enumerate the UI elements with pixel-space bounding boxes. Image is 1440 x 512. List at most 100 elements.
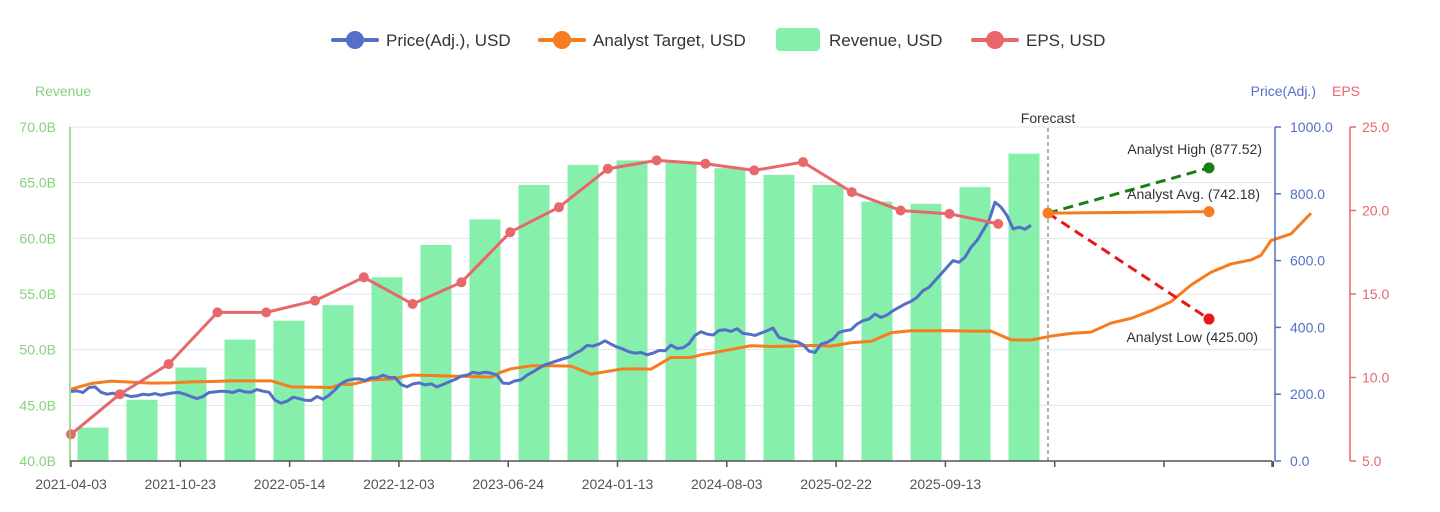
legend-marker (346, 31, 364, 49)
revenue-bar (371, 277, 403, 461)
eps-point (163, 359, 174, 370)
eps-point (846, 187, 857, 198)
eps-point (798, 157, 808, 168)
price-tick-label: 400.0 (1290, 319, 1325, 335)
left-tick-label: 40.0B (19, 453, 56, 469)
price-tick-label: 0.0 (1290, 453, 1310, 469)
left-axis-title: Revenue (35, 83, 91, 99)
x-tick-label: 2023-06-24 (472, 476, 544, 492)
eps-point (114, 389, 125, 400)
left-tick-label: 60.0B (19, 230, 56, 246)
revenue-bar (665, 161, 697, 461)
eps-point (407, 299, 418, 310)
price-line (70, 200, 1032, 405)
left-tick-label: 45.0B (19, 397, 56, 413)
analyst-high-line (1047, 166, 1210, 215)
eps-tick-label: 5.0 (1362, 453, 1382, 469)
eps-line (70, 158, 999, 436)
analyst-low-line (1047, 211, 1210, 321)
eps-axis-title: EPS (1332, 83, 1360, 99)
left-tick-label: 65.0B (19, 175, 56, 191)
eps-point (602, 163, 613, 174)
eps-point (554, 202, 564, 213)
legend-label: Price(Adj.), USD (386, 31, 511, 50)
forecast-start-point (1042, 207, 1054, 219)
eps-point (700, 158, 711, 169)
x-tick-label: 2022-05-14 (254, 476, 326, 492)
eps-tick-label: 15.0 (1362, 286, 1389, 302)
price-tick-label: 200.0 (1290, 386, 1325, 402)
eps-point (505, 227, 516, 238)
eps-point (749, 165, 760, 176)
price-axis-title: Price(Adj.) (1251, 83, 1316, 99)
revenue-bar (616, 160, 648, 461)
eps-point (212, 307, 223, 318)
revenue-bars (77, 153, 1040, 462)
eps-point (456, 277, 467, 288)
eps-tick-label: 10.0 (1362, 370, 1389, 386)
legend-item-1[interactable]: Analyst Target, USD (538, 31, 746, 50)
series-lines (66, 155, 1313, 440)
revenue-bar (959, 187, 991, 461)
legend-label: EPS, USD (1026, 31, 1105, 50)
eps-point (358, 272, 369, 283)
left-tick-label: 55.0B (19, 286, 56, 302)
x-tick-label: 2024-01-13 (582, 476, 654, 492)
x-tick-label: 2022-12-03 (363, 476, 435, 492)
revenue-bar (273, 320, 305, 461)
eps-point (66, 429, 76, 440)
analyst-target-line (70, 212, 1313, 391)
x-tick-label: 2021-04-03 (35, 476, 107, 492)
revenue-bar (763, 174, 795, 461)
x-tick-label: 2025-02-22 (800, 476, 872, 492)
revenue-bar (469, 219, 501, 461)
revenue-bar (420, 245, 452, 461)
revenue-bar (224, 339, 256, 461)
axis-titles: Revenue Price(Adj.) EPS (35, 83, 1360, 99)
eps-point (993, 218, 1004, 229)
legend-item-3[interactable]: EPS, USD (971, 31, 1105, 50)
legend-marker (986, 31, 1004, 49)
revenue-bar (126, 399, 158, 461)
eps-point (895, 205, 906, 216)
legend-label: Revenue, USD (829, 31, 942, 50)
forecast-label: Forecast (1021, 110, 1076, 126)
legend-item-0[interactable]: Price(Adj.), USD (331, 31, 511, 50)
analyst-avg-label: Analyst Avg. (742.18) (1127, 186, 1260, 202)
legend-label: Analyst Target, USD (593, 31, 746, 50)
analyst-high-point (1203, 162, 1215, 174)
x-tick-label: 2024-08-03 (691, 476, 763, 492)
axes: 40.0B 45.0B 50.0B 55.0B 60.0B 65.0B 70.0B 0.0 20… (19, 119, 1389, 492)
analyst-avg-point (1203, 206, 1215, 218)
legend-item-2[interactable]: Revenue, USD (776, 28, 942, 51)
price-tick-label: 1000.0 (1290, 119, 1333, 135)
analyst-low-label: Analyst Low (425.00) (1126, 329, 1258, 345)
x-tick-label: 2025-09-13 (910, 476, 982, 492)
legend[interactable]: Price(Adj.), USD Analyst Target, USD Reven… (331, 28, 1105, 51)
price-tick-label: 800.0 (1290, 186, 1325, 202)
legend-marker (553, 31, 571, 49)
eps-tick-label: 20.0 (1362, 203, 1389, 219)
revenue-bar (77, 427, 109, 461)
revenue-bar (1008, 153, 1040, 461)
forecast-region: Forecast Analyst High (877.52) Analyst Avg… (1021, 110, 1262, 461)
x-tick-label: 2021-10-23 (144, 476, 216, 492)
revenue-bar (518, 184, 550, 462)
eps-point (651, 155, 662, 166)
revenue-bar (910, 203, 942, 461)
revenue-bar (567, 164, 599, 461)
revenue-bar (861, 201, 893, 462)
analyst-low-point (1203, 313, 1215, 325)
left-tick-label: 50.0B (19, 342, 56, 358)
price-tick-label: 600.0 (1290, 253, 1325, 269)
revenue-bar (714, 168, 746, 461)
eps-point (310, 295, 320, 306)
eps-point (261, 307, 272, 318)
eps-tick-label: 25.0 (1362, 119, 1389, 135)
left-tick-label: 70.0B (19, 119, 56, 135)
revenue-bar (812, 184, 844, 462)
analyst-high-label: Analyst High (877.52) (1127, 141, 1262, 157)
analyst-avg-line (1047, 210, 1210, 215)
legend-swatch-revenue (776, 28, 820, 51)
